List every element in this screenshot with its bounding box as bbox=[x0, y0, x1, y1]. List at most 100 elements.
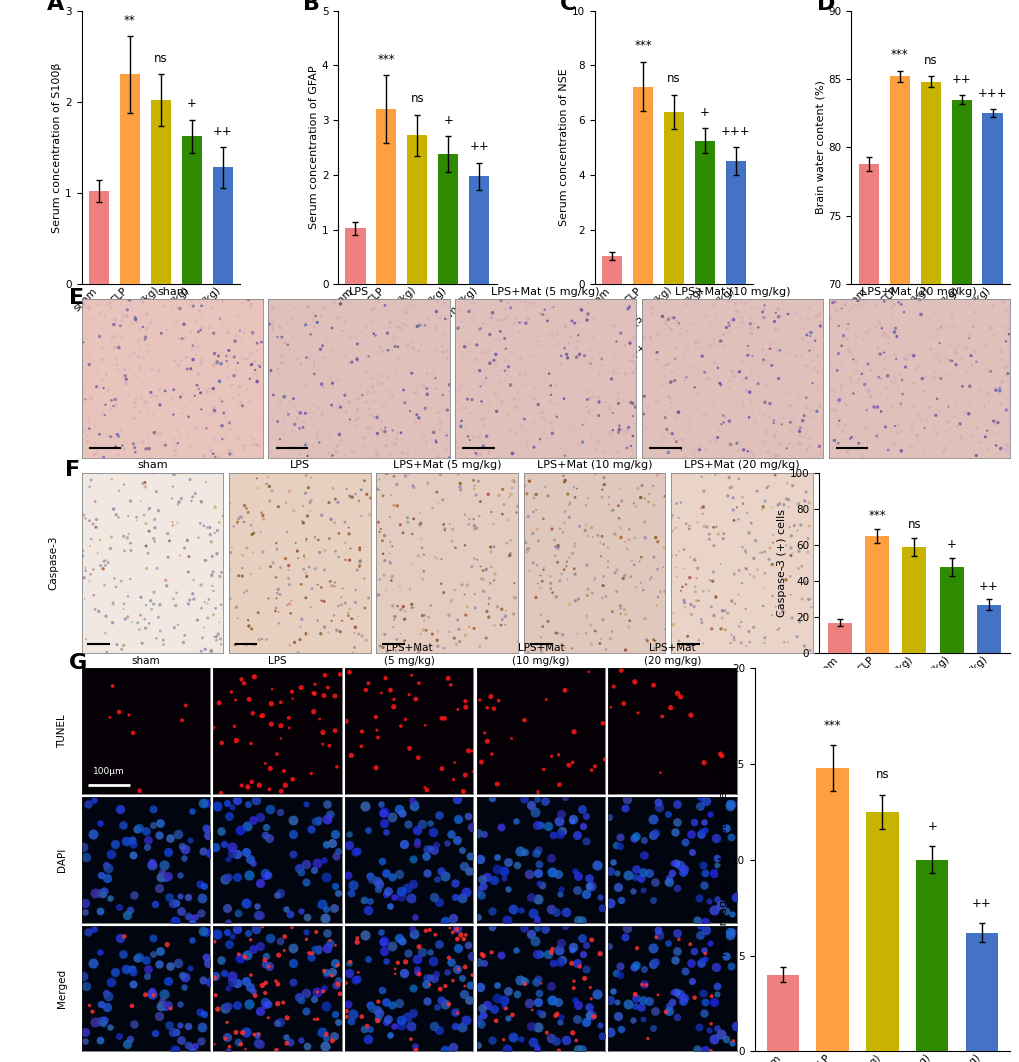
Point bbox=[533, 411, 549, 428]
Point bbox=[232, 394, 249, 411]
Point bbox=[352, 553, 368, 570]
Point bbox=[195, 794, 211, 811]
Point bbox=[854, 435, 870, 452]
Point bbox=[635, 1010, 651, 1027]
Point bbox=[304, 945, 320, 962]
Point bbox=[384, 938, 400, 955]
Point bbox=[745, 315, 761, 332]
Point bbox=[621, 298, 637, 315]
Point bbox=[377, 582, 393, 599]
Point bbox=[658, 367, 675, 384]
Point bbox=[126, 394, 143, 411]
Point bbox=[622, 335, 638, 352]
Point bbox=[473, 393, 489, 410]
Point bbox=[453, 970, 470, 987]
Point bbox=[347, 443, 364, 460]
Point bbox=[700, 370, 716, 387]
Point bbox=[359, 384, 375, 401]
Point bbox=[179, 889, 196, 906]
Point bbox=[603, 429, 620, 446]
Point bbox=[592, 548, 608, 565]
Point bbox=[529, 971, 545, 988]
Point bbox=[522, 888, 538, 905]
Point bbox=[486, 617, 502, 634]
Point bbox=[230, 387, 247, 404]
Point bbox=[75, 967, 92, 984]
Point bbox=[860, 382, 876, 399]
Point bbox=[638, 977, 654, 994]
Point bbox=[448, 960, 465, 977]
Point bbox=[466, 477, 482, 494]
Point bbox=[740, 292, 756, 309]
Point bbox=[201, 380, 217, 397]
Point bbox=[79, 411, 96, 428]
Point bbox=[373, 981, 389, 998]
Point bbox=[317, 997, 333, 1014]
Point bbox=[660, 425, 677, 442]
Point bbox=[751, 301, 767, 318]
Point bbox=[338, 1003, 355, 1020]
Point bbox=[392, 626, 409, 643]
Bar bbox=[89, 191, 109, 285]
Point bbox=[854, 330, 870, 347]
Point bbox=[732, 362, 748, 379]
Point bbox=[512, 1030, 528, 1047]
Point bbox=[593, 489, 609, 506]
Point bbox=[292, 356, 309, 373]
Point bbox=[646, 874, 662, 891]
Point bbox=[687, 579, 703, 596]
Point bbox=[166, 1041, 182, 1058]
Point bbox=[756, 433, 772, 450]
Point bbox=[234, 295, 251, 312]
Point bbox=[303, 820, 319, 837]
Point bbox=[609, 395, 626, 412]
Point bbox=[853, 447, 869, 464]
Point bbox=[278, 1009, 294, 1026]
Point bbox=[496, 353, 513, 370]
Point bbox=[503, 1007, 520, 1024]
Point bbox=[169, 434, 185, 451]
Point bbox=[446, 754, 463, 771]
Point bbox=[310, 811, 326, 828]
Point bbox=[852, 434, 868, 451]
Point bbox=[941, 320, 957, 337]
Point bbox=[207, 987, 223, 1004]
Point bbox=[412, 414, 428, 431]
Point bbox=[327, 491, 343, 508]
Point bbox=[393, 445, 410, 462]
Point bbox=[301, 945, 317, 962]
Point bbox=[321, 494, 337, 511]
Point bbox=[527, 974, 543, 991]
Point bbox=[422, 328, 438, 345]
Point bbox=[478, 603, 494, 620]
Point bbox=[91, 295, 107, 312]
Point bbox=[230, 946, 247, 963]
Point bbox=[102, 428, 118, 445]
Point bbox=[233, 671, 250, 688]
Point bbox=[372, 520, 388, 537]
Point bbox=[886, 296, 902, 313]
Point bbox=[693, 826, 709, 843]
Point bbox=[731, 618, 747, 635]
Point bbox=[616, 337, 633, 354]
Point bbox=[577, 961, 593, 978]
Point bbox=[792, 419, 808, 436]
Point bbox=[411, 674, 427, 691]
Point bbox=[436, 867, 452, 884]
Point bbox=[359, 1030, 375, 1047]
Point bbox=[930, 402, 947, 419]
Point bbox=[171, 388, 187, 405]
Point bbox=[165, 517, 181, 534]
Point bbox=[820, 396, 837, 413]
Point bbox=[304, 580, 320, 597]
Point bbox=[321, 737, 337, 754]
Point bbox=[682, 826, 698, 843]
Point bbox=[240, 347, 257, 364]
Point bbox=[176, 329, 193, 346]
Point bbox=[117, 611, 133, 628]
Point bbox=[518, 534, 534, 551]
Point bbox=[153, 869, 169, 886]
Point bbox=[252, 937, 268, 954]
Point bbox=[128, 949, 145, 966]
Point bbox=[497, 607, 514, 624]
